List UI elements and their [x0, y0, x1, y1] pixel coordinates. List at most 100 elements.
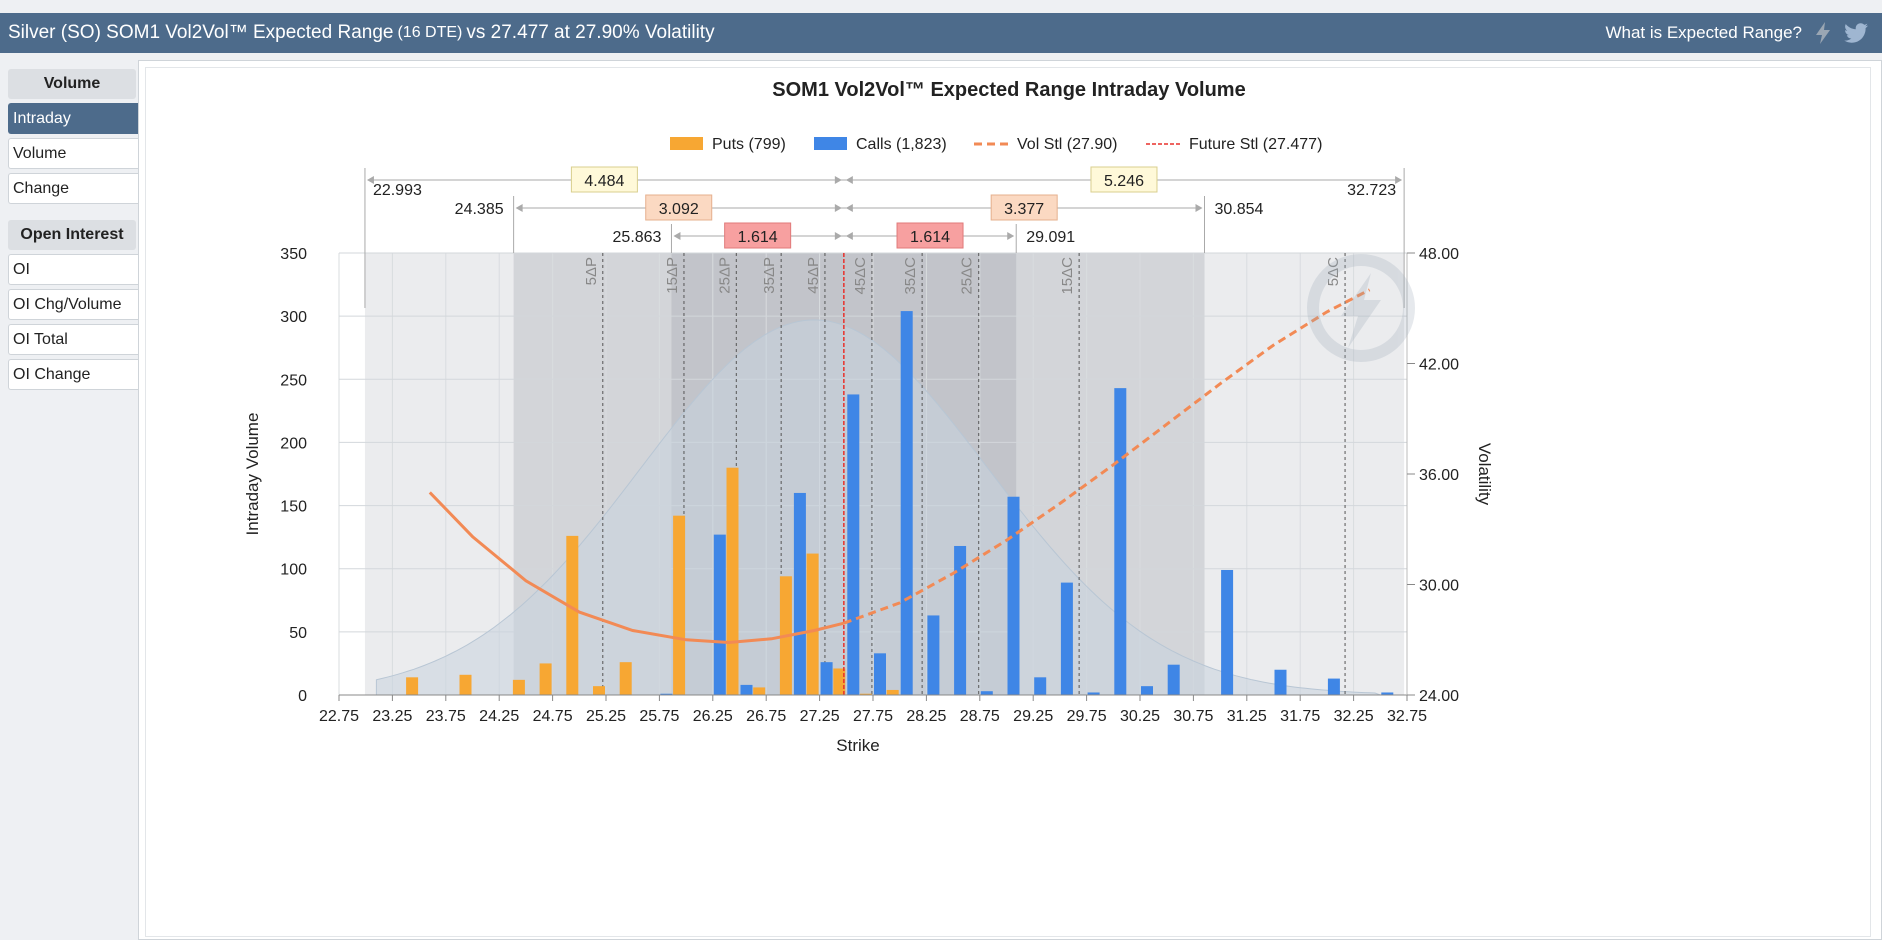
call-bar — [874, 653, 886, 695]
lightning-icon[interactable] — [1812, 21, 1834, 45]
range-down-box — [724, 222, 792, 249]
nav-oi-total[interactable]: OI Total — [8, 324, 138, 355]
delta-label: 25ΔP — [716, 257, 733, 294]
x-tick-label: 22.75 — [319, 708, 359, 725]
chart-panel: SOM1 Vol2Vol™ Expected Range Intraday Vo… — [138, 60, 1882, 940]
delta-label: 5ΔC — [1325, 257, 1342, 286]
x-tick-label: 27.25 — [800, 708, 840, 725]
range-up-box — [990, 194, 1058, 221]
x-tick-label: 26.25 — [693, 708, 733, 725]
x-tick-label: 24.75 — [533, 708, 573, 725]
call-bar — [954, 545, 967, 695]
x-tick-label: 28.75 — [960, 708, 1000, 725]
legend-vol-label: Vol Stl (27.90) — [1017, 136, 1118, 153]
range-up-value: 1.614 — [910, 229, 950, 246]
sidebar: Volume Intraday Volume Change Open Inter… — [0, 53, 140, 390]
delta-label: 45ΔC — [852, 257, 869, 295]
call-bar — [1060, 582, 1073, 695]
x-tick-label: 23.25 — [372, 708, 412, 725]
y2-axis-title: Volatility — [1475, 443, 1494, 506]
nav-oi[interactable]: OI — [8, 254, 138, 285]
legend-puts-swatch — [670, 137, 703, 150]
range-arrow-head-center-right — [845, 232, 853, 240]
call-bar — [660, 693, 673, 695]
y-tick-label: 0 — [298, 688, 307, 705]
call-bar — [740, 684, 753, 695]
header-bar: Silver (SO) SOM1 Vol2Vol™ Expected Range… — [0, 13, 1882, 53]
put-bar — [539, 663, 552, 695]
nav-change[interactable]: Change — [8, 173, 138, 204]
range-arrow-head-center-left — [834, 204, 842, 212]
call-bar — [847, 394, 860, 695]
x-tick-label: 30.75 — [1173, 708, 1213, 725]
range-arrow-head-left — [673, 232, 681, 240]
put-bar — [753, 687, 766, 695]
y-tick-label: 200 — [280, 435, 307, 452]
range-high-label: 29.091 — [1026, 229, 1075, 246]
put-bar — [566, 535, 579, 695]
x-axis-title: Strike — [836, 736, 879, 755]
range-down-box — [645, 194, 713, 221]
volume-heading: Volume — [8, 69, 136, 99]
chart-container: SOM1 Vol2Vol™ Expected Range Intraday Vo… — [145, 67, 1871, 937]
y-tick-label: 150 — [280, 499, 307, 516]
put-bar — [860, 693, 872, 695]
put-bar — [406, 677, 419, 695]
call-bar — [1141, 686, 1153, 695]
x-tick-label: 25.75 — [639, 708, 679, 725]
y2-tick-label: 30.00 — [1419, 578, 1459, 595]
call-bar — [1007, 496, 1020, 695]
x-tick-label: 25.25 — [586, 708, 626, 725]
delta-label: 15ΔP — [664, 257, 681, 294]
x-tick-label: 26.75 — [746, 708, 786, 725]
nav-intraday[interactable]: Intraday — [8, 103, 138, 134]
range-up-value: 3.377 — [1004, 201, 1044, 218]
header-title-main: Silver (SO) SOM1 Vol2Vol™ Expected Range — [8, 22, 394, 43]
put-bar — [806, 553, 819, 695]
call-bar — [927, 615, 940, 695]
call-bar — [1034, 677, 1047, 695]
range-arrow-head-right — [1195, 204, 1203, 212]
header-title-rest: vs 27.477 at 27.90% Volatility — [466, 22, 715, 43]
legend-puts-label: Puts (799) — [712, 136, 786, 153]
put-bar — [512, 679, 525, 695]
delta-label: 25ΔC — [959, 257, 976, 295]
range-arrow-head-center-right — [845, 176, 853, 184]
range-arrow-head-center-left — [834, 232, 842, 240]
y-tick-label: 250 — [280, 372, 307, 389]
range-high-label: 32.723 — [1347, 182, 1396, 199]
range-up-box — [896, 222, 964, 249]
x-tick-label: 27.75 — [853, 708, 893, 725]
y-tick-label: 350 — [280, 246, 307, 263]
range-up-value: 5.246 — [1104, 173, 1144, 190]
range-up-box — [1090, 166, 1158, 193]
nav-oi-chg-volume[interactable]: OI Chg/Volume — [8, 289, 138, 320]
vol-curve-solid — [428, 491, 845, 645]
call-bar — [1221, 569, 1234, 695]
header-title-dte: (16 DTE) — [397, 24, 463, 41]
range-arrow-head-left — [515, 204, 523, 212]
x-tick-label: 32.75 — [1387, 708, 1427, 725]
nav-volume[interactable]: Volume — [8, 138, 138, 169]
expected-range-help-link[interactable]: What is Expected Range? — [1605, 23, 1802, 42]
delta-label: 45ΔP — [805, 257, 822, 294]
range-down-box — [570, 166, 638, 193]
range-low-label: 22.993 — [373, 182, 422, 199]
legend-calls-swatch — [814, 137, 847, 150]
call-bar — [1167, 664, 1180, 695]
call-bar — [713, 534, 726, 695]
twitter-bird-icon[interactable] — [1844, 21, 1870, 45]
x-tick-label: 31.75 — [1280, 708, 1320, 725]
y2-tick-label: 24.00 — [1419, 688, 1459, 705]
y2-tick-label: 48.00 — [1419, 246, 1459, 263]
nav-oi-change[interactable]: OI Change — [8, 359, 138, 390]
range-arrow-head-right — [1007, 232, 1015, 240]
x-tick-label: 31.25 — [1227, 708, 1267, 725]
y-axis-title: Intraday Volume — [243, 413, 262, 536]
range-arrow-head-center-right — [845, 204, 853, 212]
call-bar — [820, 662, 833, 695]
watermark-circle — [1307, 254, 1415, 362]
range-high-label: 30.854 — [1215, 201, 1264, 218]
delta-label: 15ΔC — [1059, 257, 1076, 295]
range-down-value: 4.484 — [584, 173, 624, 190]
